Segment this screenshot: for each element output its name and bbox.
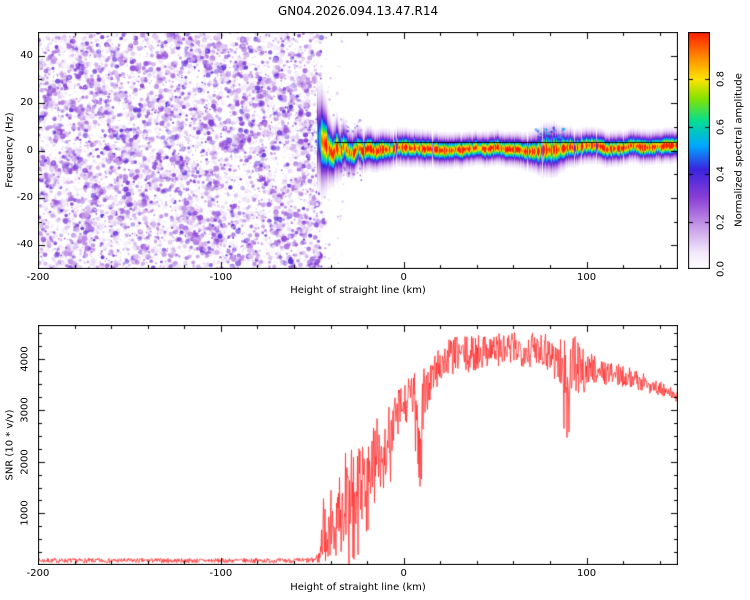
spectrogram-canvas bbox=[38, 32, 678, 269]
tick-label: 40 bbox=[20, 49, 33, 61]
tick-label: 0.6 bbox=[715, 118, 727, 135]
tick-label: 0.0 bbox=[715, 261, 727, 277]
tick-label: -40 bbox=[16, 239, 33, 251]
tick-label: -100 bbox=[209, 272, 233, 283]
tick-label: -20 bbox=[16, 191, 33, 203]
tick-label: 0.8 bbox=[715, 71, 727, 88]
snr-canvas bbox=[38, 325, 678, 565]
spectrogram-x-axis-label: Height of straight line (km) bbox=[290, 285, 426, 296]
tick-label: 100 bbox=[577, 272, 597, 283]
figure-title: GN04.2026.094.13.47.R14 bbox=[277, 4, 439, 18]
tick-label: -100 bbox=[209, 568, 233, 579]
tick-label: 0 bbox=[400, 568, 407, 579]
colorbar-label: Normalized spectral amplitude bbox=[733, 73, 745, 227]
tick-label: 0 bbox=[26, 144, 33, 156]
tick-label: 2000 bbox=[19, 449, 31, 475]
tick-label: 4000 bbox=[19, 345, 31, 372]
tick-label: 100 bbox=[577, 568, 597, 579]
tick-label: -200 bbox=[26, 568, 50, 579]
snr-x-axis-label: Height of straight line (km) bbox=[290, 582, 426, 593]
tick-label: 0.2 bbox=[715, 213, 727, 230]
tick-label: 0 bbox=[400, 272, 407, 283]
tick-label: 3000 bbox=[19, 397, 31, 423]
tick-label: 20 bbox=[20, 97, 33, 109]
tick-label: 0.4 bbox=[715, 166, 727, 183]
tick-label: -200 bbox=[26, 272, 50, 283]
tick-label: 1000 bbox=[19, 500, 31, 527]
colorbar-canvas bbox=[688, 32, 710, 269]
snr-y-axis-label: SNR (10 * v/v) bbox=[4, 409, 16, 481]
